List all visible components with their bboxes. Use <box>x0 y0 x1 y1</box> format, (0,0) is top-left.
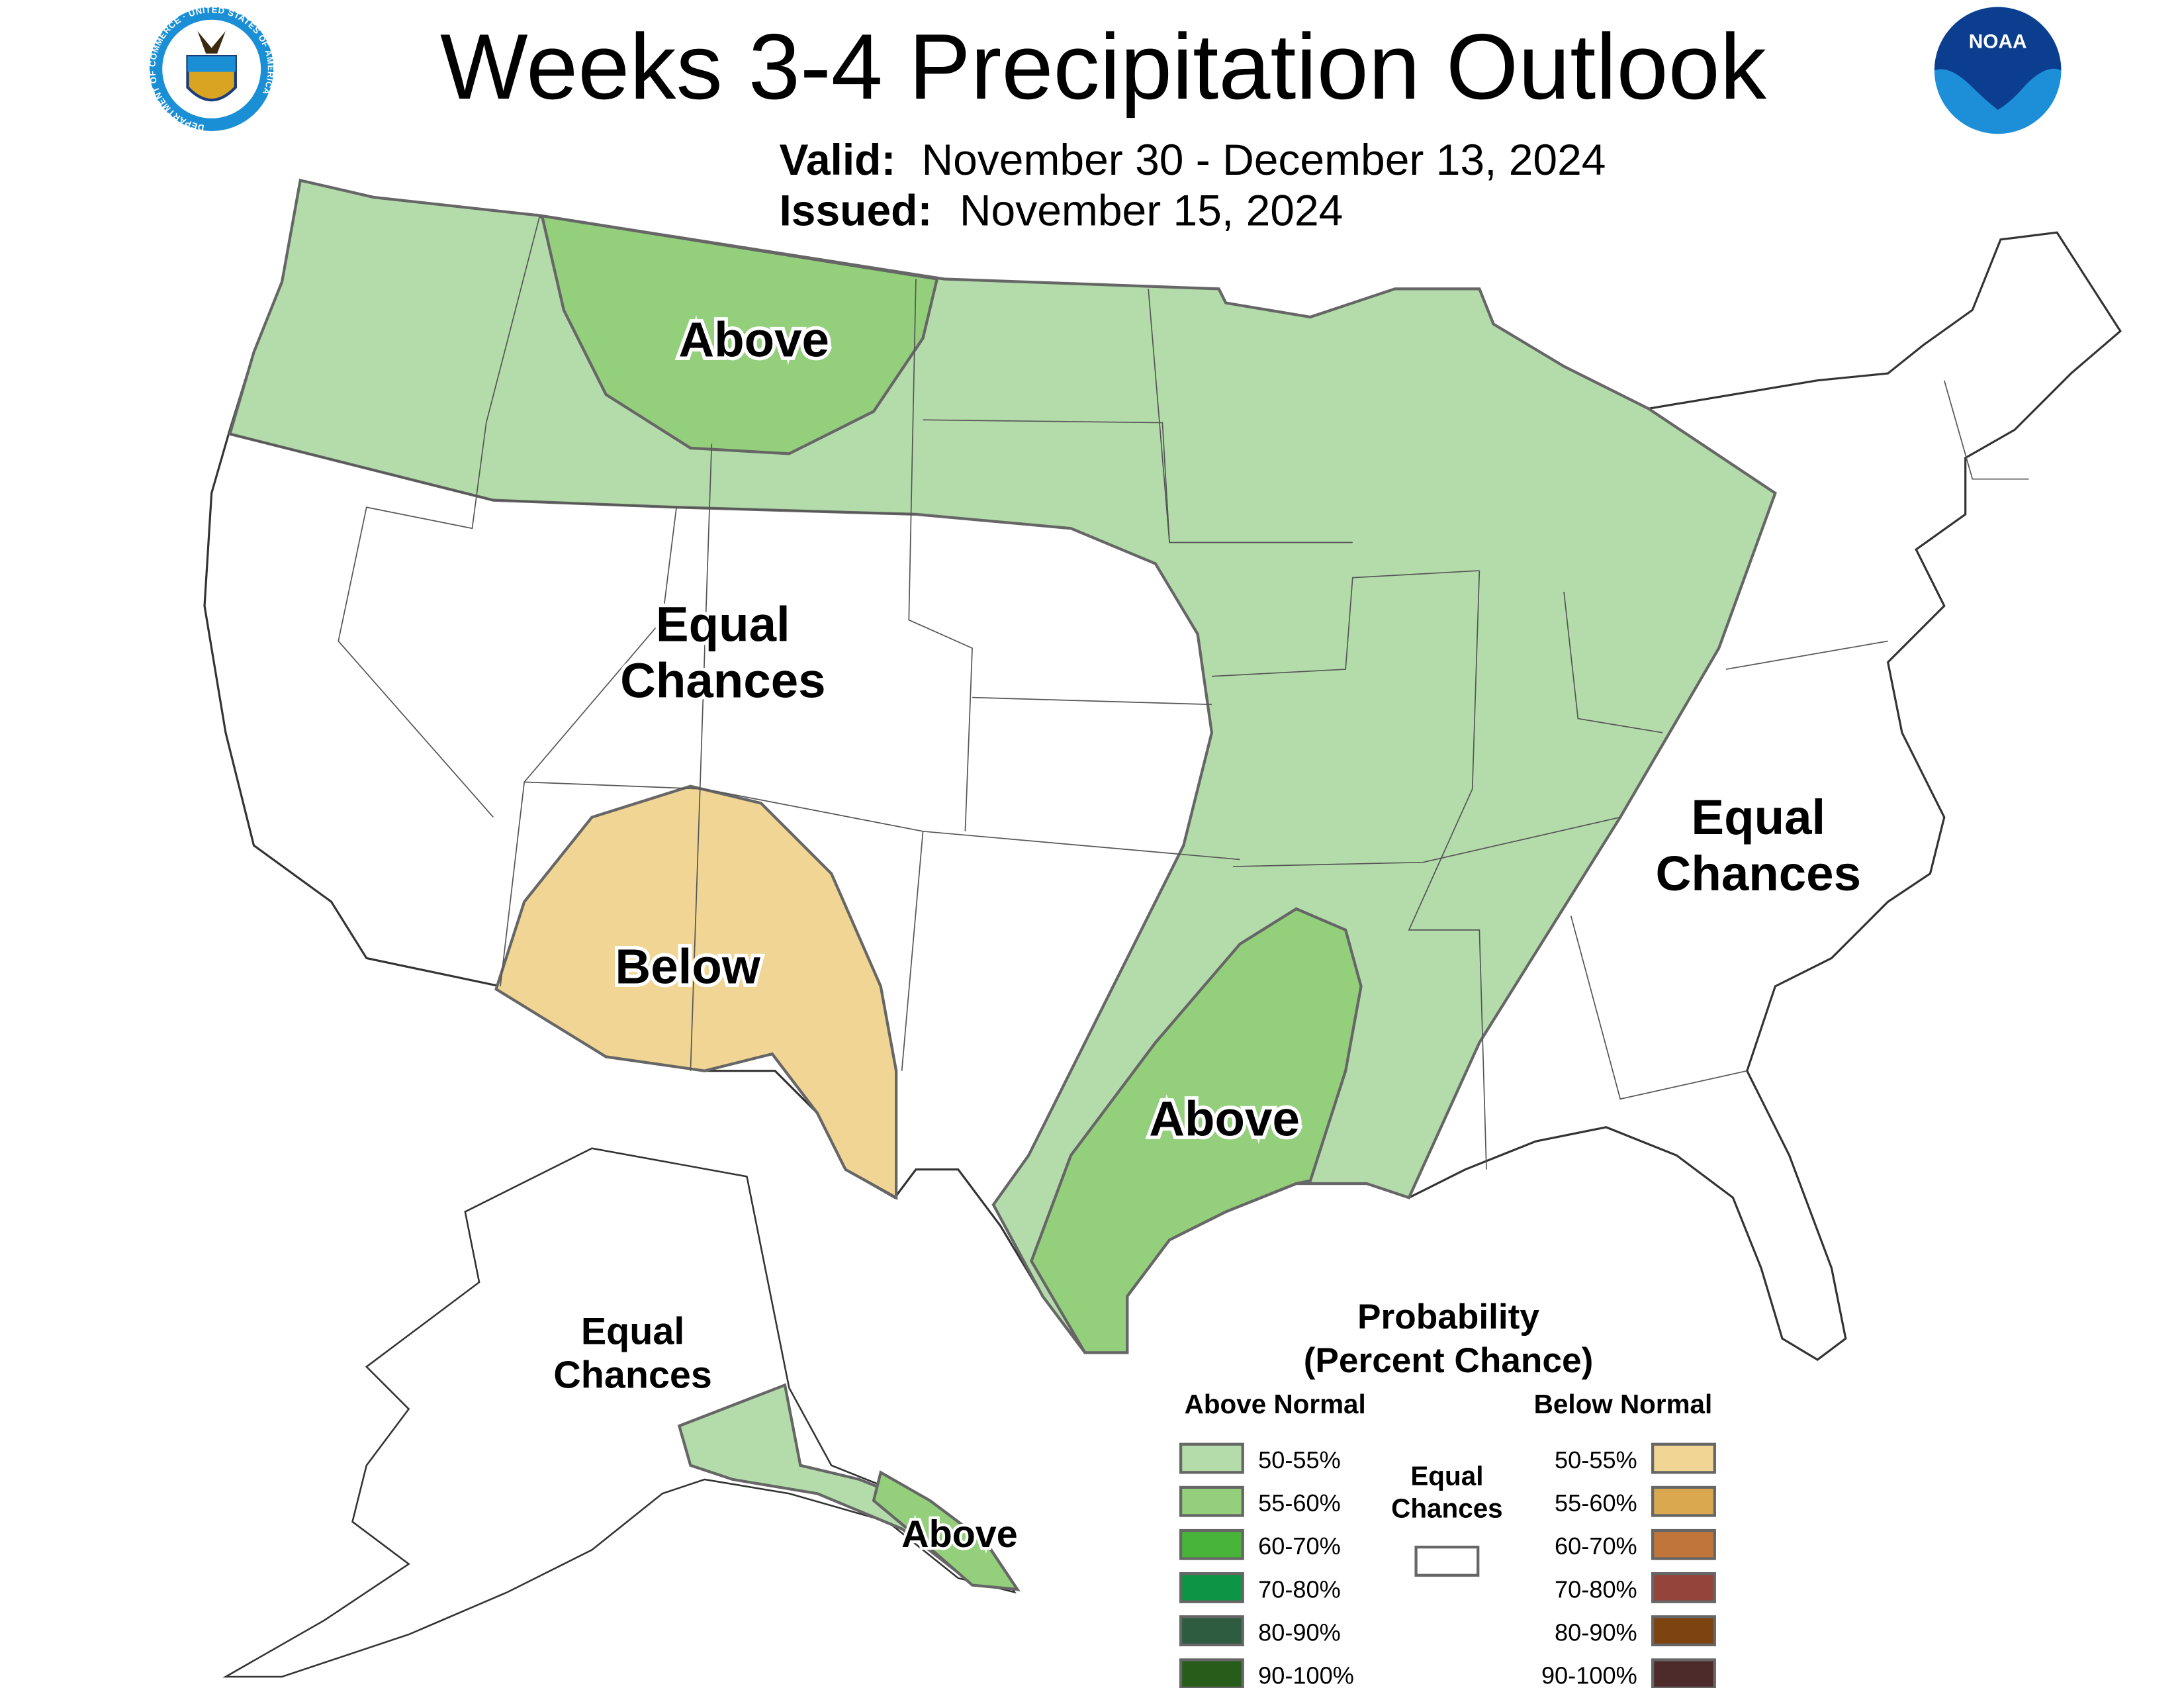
valid-dates: November 30 - December 13, 2024 <box>921 135 1606 184</box>
alaska-outline <box>222 1147 1017 1678</box>
label-above-alaska: Above <box>901 1513 1018 1556</box>
label-equal-west-1: Equal <box>656 596 790 651</box>
legend-below-swatch <box>1651 1572 1716 1603</box>
legend-below-label: 70-80% <box>1555 1575 1637 1603</box>
legend-below-swatch <box>1651 1658 1716 1688</box>
legend-above-swatch <box>1179 1658 1244 1688</box>
alaska-above-55-60-region <box>872 1470 1021 1591</box>
legend-title-1: Probability <box>1357 1297 1539 1336</box>
issued-date: November 15, 2024 <box>960 186 1343 235</box>
legend-above-swatch <box>1179 1528 1244 1560</box>
above-normal-55-60-montana-region <box>535 213 939 455</box>
legend-below-header: Below Normal <box>1534 1389 1713 1419</box>
noaa-logo-text: NOAA <box>1969 30 2027 52</box>
valid-label: Valid: <box>779 135 895 184</box>
legend-below-label: 90-100% <box>1541 1662 1637 1688</box>
legend-above-swatch <box>1179 1615 1244 1646</box>
label-equal-alaska-1: Equal <box>581 1311 684 1353</box>
label-above-south-central: Above <box>1149 1092 1300 1147</box>
label-equal-east-2: Chances <box>1656 846 1862 901</box>
above-normal-55-60-gulf-region <box>1030 907 1363 1354</box>
issued-label: Issued: <box>779 186 932 235</box>
below-normal-50-55-region <box>494 784 898 1200</box>
legend: Probability (Percent Chance) Above Norma… <box>1179 1297 1716 1688</box>
label-equal-east-1: Equal <box>1691 790 1825 845</box>
legend-below-label: 55-60% <box>1555 1489 1637 1517</box>
noaa-logo: NOAA <box>1934 7 2062 134</box>
legend-title-2: (Percent Chance) <box>1304 1341 1594 1380</box>
legend-above-label: 60-70% <box>1258 1532 1341 1560</box>
legend-below-label: 50-55% <box>1555 1446 1637 1474</box>
legend-above-label: 70-80% <box>1258 1575 1341 1603</box>
legend-above-label: 80-90% <box>1258 1618 1341 1646</box>
legend-above-swatch <box>1179 1442 1244 1474</box>
legend-above-swatch <box>1179 1572 1244 1603</box>
label-equal-west-2: Chances <box>620 653 825 708</box>
label-below-southwest: Below <box>615 939 760 994</box>
state-boundaries <box>230 215 2029 1170</box>
label-equal-alaska-2: Chances <box>553 1354 712 1397</box>
legend-above-header: Above Normal <box>1185 1389 1366 1419</box>
legend-below-swatch <box>1651 1615 1716 1646</box>
legend-below-label: 60-70% <box>1555 1532 1637 1560</box>
page-title: Weeks 3-4 Precipitation Outlook <box>440 15 1767 118</box>
legend-below-label: 80-90% <box>1555 1618 1637 1646</box>
legend-equal-2: Chances <box>1391 1493 1503 1523</box>
legend-below-swatch <box>1651 1528 1716 1560</box>
legend-below-swatch <box>1651 1442 1716 1474</box>
legend-below-entries: 50-55% 55-60% 60-70% 70-80% 80-90% 90-100% <box>1541 1442 1716 1688</box>
legend-below-swatch <box>1651 1485 1716 1517</box>
legend-above-label: 90-100% <box>1258 1662 1354 1688</box>
legend-above-swatch <box>1179 1485 1244 1517</box>
legend-above-label: 55-60% <box>1258 1489 1341 1517</box>
label-above-northwest: Above <box>678 312 829 367</box>
doc-seal-logo: DEPARTMENT OF COMMERCE · UNITED STATES O… <box>147 5 275 133</box>
legend-equal-swatch <box>1414 1546 1480 1577</box>
legend-above-entries: 50-55% 55-60% 60-70% 70-80% 80-90% 90-100% <box>1179 1442 1354 1688</box>
legend-equal-1: Equal <box>1410 1460 1483 1491</box>
legend-above-label: 50-55% <box>1258 1446 1341 1474</box>
